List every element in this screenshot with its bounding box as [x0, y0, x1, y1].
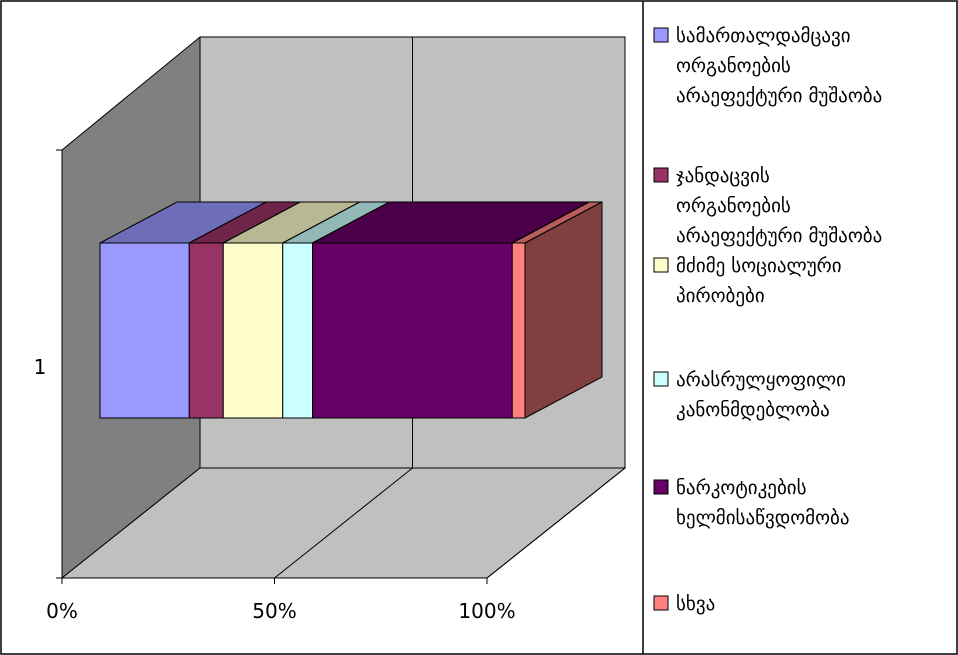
legend-label: მძიმე სოციალური პირობები [676, 255, 842, 307]
bar-segment [188, 242, 224, 419]
gridline [274, 467, 413, 579]
legend-label: არასრულყოფილი კანონმდებლობა [676, 369, 846, 421]
y-tick-label: 1 [34, 355, 47, 379]
x-tick-label: 0% [46, 599, 78, 623]
plot-area: 0% 50% 100% 1 [34, 35, 627, 623]
legend-swatch [653, 371, 669, 387]
tick-labels: 0% 50% 100% 1 [34, 355, 516, 623]
bar-segment [312, 242, 513, 419]
legend-swatch [653, 27, 669, 43]
bar-side-face [524, 201, 603, 419]
bar-segment [99, 242, 190, 419]
legend: სამართალდამცავი ორგანოების არაეფექტური მუშ… [653, 25, 882, 615]
bar-segment [222, 242, 284, 419]
legend-label: სამართალდამცავი ორგანოების არაეფექტური მუშ… [676, 25, 882, 107]
legend-label: სხვა [676, 593, 715, 615]
legend-swatch [653, 595, 669, 611]
legend-swatch [653, 479, 669, 495]
bars [99, 201, 603, 419]
legend-label: ჯანდაცვის ორგანოების არაეფექტური მუშაობა [676, 165, 882, 247]
x-tick-label: 50% [252, 599, 296, 623]
legend-label: ნარკოტიკების ხელმისაწვდომობა [676, 477, 850, 529]
gridline [486, 467, 626, 579]
legend-swatch [653, 257, 669, 273]
bar-segment [282, 242, 313, 419]
bar-segment [511, 242, 526, 419]
legend-swatch [653, 167, 669, 183]
x-tick-label: 100% [458, 599, 515, 623]
